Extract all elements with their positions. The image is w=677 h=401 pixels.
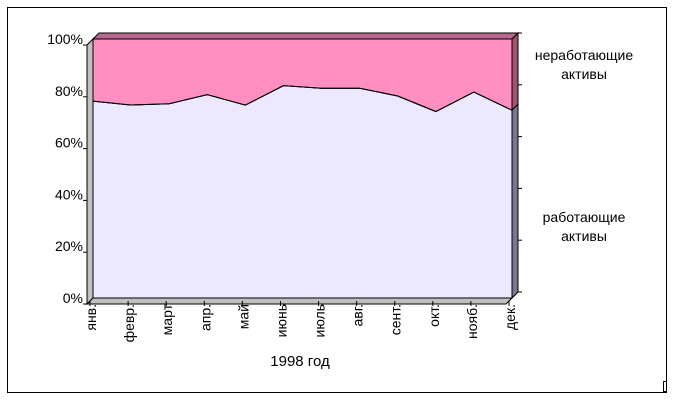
y-tick-label: 80%: [55, 83, 83, 99]
x-tick-label: июнь: [273, 304, 289, 337]
x-tick-label: май: [235, 304, 251, 329]
legend-working: работающие активы: [543, 209, 626, 244]
top-depth-face: [91, 32, 520, 40]
right-face-nonworking: [511, 31, 519, 112]
y-tick-label: 100%: [47, 31, 83, 47]
x-tick-label: янв.: [83, 304, 99, 331]
y-tick-label: 60%: [55, 135, 83, 151]
x-tick-label: февр.: [121, 304, 137, 342]
x-tick-label: дек.: [502, 304, 518, 330]
x-tick-label: март: [159, 303, 175, 335]
x-tick-label: апр.: [197, 304, 213, 331]
x-tick-label: авг.: [350, 304, 366, 327]
x-tick-label: сент.: [388, 304, 404, 335]
right-face-working: [511, 103, 519, 300]
left-wall: [86, 37, 94, 306]
chart-frame: [7, 7, 667, 393]
series-boundary-line: [92, 85, 513, 113]
series-area-working: [92, 85, 513, 299]
x-axis-title: 1998 год: [270, 353, 330, 370]
x-tick-label: нояб.: [464, 304, 480, 339]
y-tick-label: 0%: [63, 290, 83, 306]
x-tick-label: июль: [312, 304, 328, 337]
legend-nonworking: неработающие активы: [535, 47, 633, 82]
y-tick-label: 20%: [55, 238, 83, 254]
resize-handle[interactable]: [663, 381, 667, 392]
x-tick-label: окт.: [426, 304, 442, 327]
floor: [85, 297, 514, 305]
y-tick-label: 40%: [55, 186, 83, 202]
